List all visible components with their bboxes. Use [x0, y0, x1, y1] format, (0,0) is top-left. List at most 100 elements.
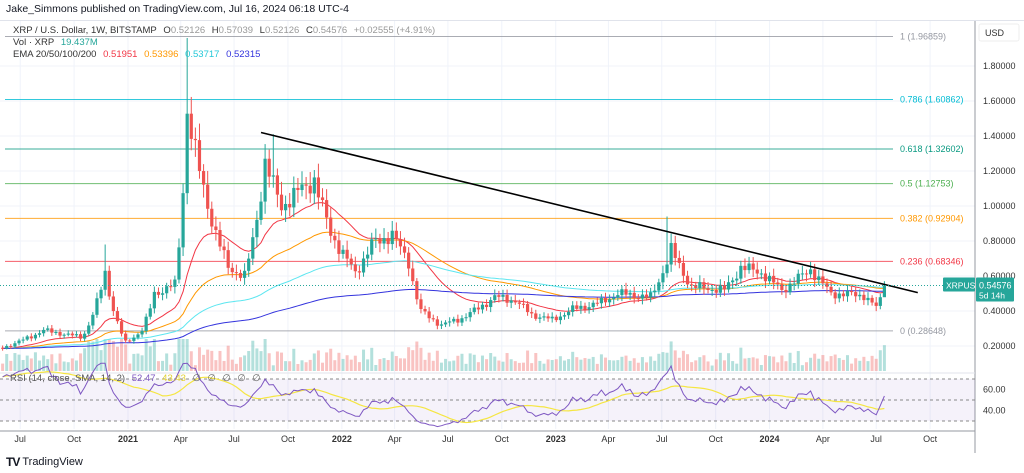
last-price-label: 0.54576 [979, 280, 1012, 290]
fib-level-label: 0.382 (0.92904) [900, 213, 964, 223]
candle [58, 328, 62, 339]
candle [349, 253, 353, 270]
volume-bar [280, 352, 284, 371]
candle-body [854, 292, 858, 297]
volume-bar [497, 360, 501, 371]
candle [628, 289, 632, 300]
volume-bar [107, 339, 111, 371]
candle [448, 317, 452, 327]
volume-bar [722, 360, 726, 371]
candle [743, 258, 747, 278]
candle [829, 280, 833, 296]
candle [275, 168, 280, 208]
candle [854, 286, 858, 303]
volume-bar [591, 356, 595, 371]
volume-bar [156, 361, 160, 371]
y-tick-label: 0.40000 [983, 306, 1016, 316]
candle-body [550, 316, 554, 319]
volume-bar [21, 359, 25, 371]
candle-body [825, 283, 829, 287]
ema-200-value: 0.52315 [226, 49, 261, 60]
candle [148, 303, 152, 320]
candle [665, 216, 669, 278]
volume-bar [284, 361, 288, 371]
volume-bar [632, 358, 636, 371]
candle [119, 318, 124, 337]
candle [530, 307, 534, 319]
candle [152, 286, 156, 314]
volume-bar [403, 358, 407, 371]
candle-body [140, 331, 144, 335]
candle-body [665, 264, 669, 274]
candle [804, 269, 809, 282]
volume-bar [337, 352, 341, 371]
candle-body [13, 343, 17, 347]
candle [337, 230, 341, 263]
candle [316, 163, 321, 210]
volume-bar [304, 362, 308, 371]
candle-body [845, 291, 850, 297]
candle-body [423, 308, 427, 312]
volume-bar [140, 355, 144, 371]
x-tick-label: Oct [709, 434, 724, 444]
candle-body [566, 311, 571, 316]
candle [78, 331, 83, 342]
candle [534, 309, 538, 321]
candle [521, 298, 526, 309]
candle [702, 278, 706, 295]
volume-bar [247, 351, 251, 371]
candle [427, 307, 431, 323]
volume-bar [624, 355, 628, 371]
tradingview-footer: TV TradingView [6, 455, 83, 469]
volume-bar [583, 358, 587, 371]
candle [279, 181, 284, 216]
volume-bar [74, 360, 78, 371]
chart-frame[interactable]: 1.80000 1.60000 1.40000 1.20000 1.00000 0.800… [0, 20, 1024, 453]
candle-body [813, 269, 817, 281]
candle-body [452, 318, 456, 322]
candle [206, 170, 210, 219]
rsi-na-1: ∅ [192, 373, 201, 384]
volume-bar [42, 355, 46, 371]
candle-body [107, 270, 111, 297]
volume-bar [710, 365, 714, 371]
candle [513, 294, 517, 305]
volume-bar [702, 355, 706, 371]
candle [124, 330, 128, 344]
candle-body [624, 289, 628, 295]
candle [747, 256, 751, 274]
candle-body [78, 334, 83, 339]
volume-bar [115, 346, 119, 371]
fib-level-label: 0 (0.28648) [900, 326, 946, 336]
candle [669, 233, 673, 272]
candle [66, 330, 70, 337]
volume-value: 19.437M [60, 37, 98, 48]
volume-bar [768, 356, 772, 371]
volume-bar [763, 355, 767, 371]
candle [583, 302, 587, 313]
candle [484, 299, 489, 311]
volume-bar [423, 359, 427, 371]
volume-bar [480, 355, 484, 371]
volume-bar [230, 359, 234, 371]
volume-bar [620, 356, 624, 371]
candle-body [136, 334, 140, 338]
candle-body [374, 238, 378, 240]
candle-body [489, 300, 493, 308]
candle-body [185, 113, 189, 194]
volume-bar [398, 358, 402, 371]
candle [353, 256, 357, 278]
candle [776, 277, 780, 290]
x-tick-label: Apr [601, 434, 615, 444]
candle [579, 300, 583, 314]
rsi-tick-label: 40.00 [983, 406, 1006, 416]
candle [128, 338, 132, 343]
volume-bar [456, 355, 460, 371]
candle [312, 170, 316, 205]
ohlc-high: H0.57039 [211, 25, 254, 36]
volume-bar [513, 361, 517, 371]
price-chart[interactable]: 1.80000 1.60000 1.40000 1.20000 1.00000 0.800… [0, 21, 1024, 453]
candle [525, 300, 530, 316]
candle-body [521, 303, 526, 305]
volume-bar [792, 363, 796, 371]
